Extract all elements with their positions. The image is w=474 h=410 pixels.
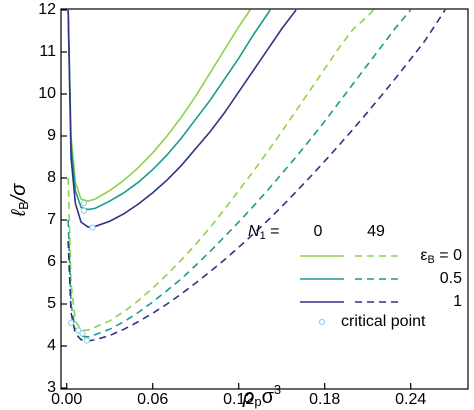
legend-column-label: 49 [367, 223, 385, 240]
y-tick-label: 11 [39, 43, 56, 60]
x-tick-label: 0.06 [137, 391, 168, 408]
y-label-main: ℓ [8, 208, 30, 217]
critical-point [75, 327, 82, 334]
y-tick-label: 10 [38, 85, 56, 102]
critical-point [83, 337, 90, 344]
legend-header-sub: 1 [260, 230, 266, 242]
y-axis-label: ℓB/σ [8, 183, 31, 218]
legend-prefix-sub: B [428, 254, 435, 266]
x-tick-label: 0.24 [395, 391, 426, 408]
y-tick-label: 9 [47, 127, 56, 144]
x-tick-label: 0.12 [223, 391, 254, 408]
solid-line [67, 9, 251, 202]
x-tick-label: 0.18 [309, 391, 340, 408]
y-tick-label: 4 [47, 337, 56, 354]
legend-row-label: 1 [453, 293, 462, 310]
x-axis-label: ρpσ3 [242, 382, 281, 409]
legend-row-label: 0.5 [440, 270, 462, 287]
solid-line [67, 9, 271, 211]
x-tick-label: 0.00 [51, 391, 82, 408]
critical-point [67, 319, 75, 326]
x-label-main: ρ [242, 386, 254, 408]
y-tick-label: 5 [47, 295, 56, 312]
y-label-sub: B [16, 201, 31, 210]
legend-header-rest: = [266, 223, 280, 240]
legend-header-main: N [248, 223, 260, 240]
solid-line [67, 9, 297, 228]
dashed-line [67, 9, 446, 342]
legend-row-label: εB = 0 [420, 247, 462, 266]
critical-point [79, 330, 86, 337]
dashed-line [67, 9, 412, 338]
legend-marker-label: critical point [341, 313, 426, 330]
x-label-rest: σ [262, 386, 275, 408]
critical-point [89, 224, 96, 231]
axes-frame [60, 8, 469, 390]
legend-header: N1 = [248, 223, 279, 242]
legend-marker [318, 318, 326, 326]
legend-row-value: 0.5 [440, 270, 462, 287]
y-tick-label: 3 [47, 379, 56, 396]
y-label-rest: /σ [8, 183, 30, 204]
legend-column-label: 0 [314, 223, 323, 240]
x-label-sub: p [254, 394, 261, 409]
y-tick-label: 12 [38, 1, 56, 18]
legend-row-value: 0 [453, 247, 462, 264]
plot-area [67, 9, 446, 344]
critical-point [80, 207, 88, 214]
y-tick-label: 7 [47, 211, 56, 228]
legend-prefix-rest: = [435, 247, 453, 264]
legend-row-value: 1 [453, 293, 462, 310]
legend-prefix-main: ε [420, 247, 427, 264]
y-tick-label: 6 [47, 253, 56, 270]
x-label-sup: 3 [274, 382, 281, 397]
critical-point [80, 200, 88, 207]
dashed-line [67, 9, 375, 332]
y-tick-label: 8 [47, 169, 56, 186]
